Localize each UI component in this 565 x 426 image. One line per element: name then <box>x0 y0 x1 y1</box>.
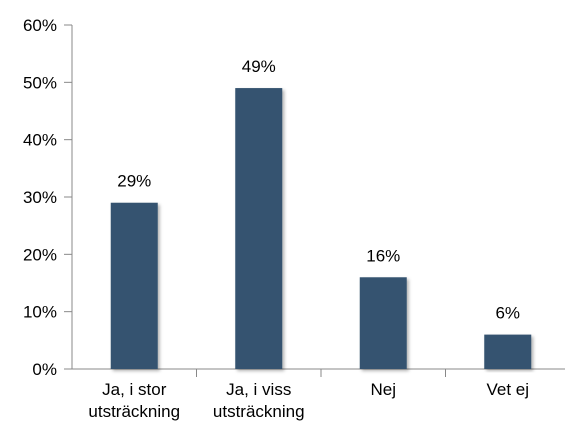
bar <box>110 202 158 369</box>
y-tick-label: 30% <box>23 188 57 207</box>
y-tick-label: 60% <box>23 16 57 35</box>
y-tick-label: 20% <box>23 245 57 264</box>
y-axis-ticks: 0% 10% 20% 30% 40% 50% 60% <box>23 16 72 379</box>
category-label: Ja, i stor <box>102 380 167 399</box>
y-tick-label: 50% <box>23 73 57 92</box>
category-label: Vet ej <box>486 380 529 399</box>
category-label: Ja, i viss <box>226 380 291 399</box>
data-label: 29% <box>117 172 151 191</box>
data-label: 6% <box>495 304 520 323</box>
data-label: 16% <box>366 246 400 265</box>
category-label: utsträckning <box>88 402 180 421</box>
y-tick-label: 10% <box>23 303 57 322</box>
bar <box>235 88 283 370</box>
y-tick-label: 0% <box>32 360 57 379</box>
bar <box>359 277 407 369</box>
data-label: 49% <box>242 57 276 76</box>
bar <box>484 334 532 369</box>
y-tick-label: 40% <box>23 131 57 150</box>
x-axis-labels: Ja, i stor utsträckning Ja, i viss utsträck… <box>88 380 529 421</box>
data-labels: 29% 49% 16% 6% <box>117 57 520 323</box>
category-label: Nej <box>370 380 396 399</box>
category-label: utsträckning <box>213 402 305 421</box>
bars <box>110 88 532 370</box>
